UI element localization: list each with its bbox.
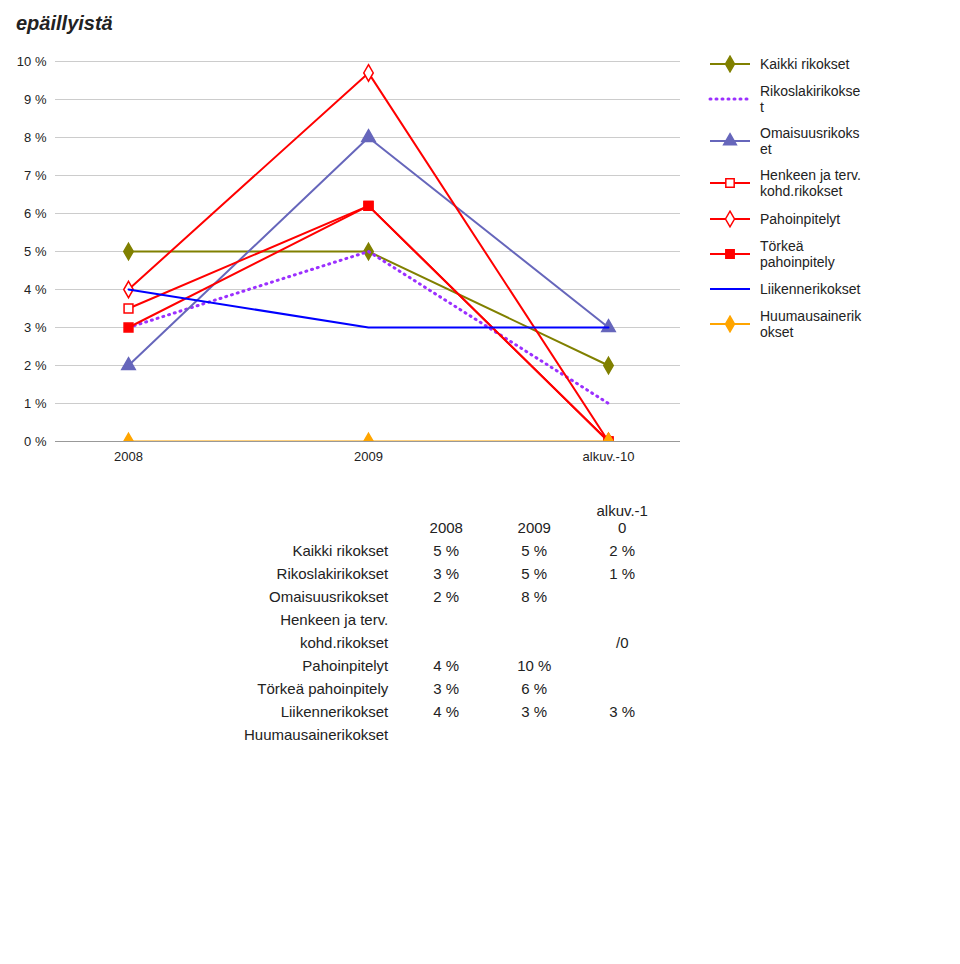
svg-text:8 %: 8 %	[24, 130, 47, 145]
html-text:3 %: 3 %	[609, 703, 636, 720]
svg-text:2 %: 2 %	[24, 358, 47, 373]
html-text:Törkeä pahoinpitely: Törkeä pahoinpitely	[760, 237, 835, 270]
svg-text:9 %: 9 %	[24, 92, 47, 107]
svg-text:0 %: 0 %	[24, 434, 47, 449]
html-text:Rikoslakirikokse t: Rikoslakirikokse t	[760, 83, 861, 116]
html-text:3 %: 3 %	[521, 703, 548, 720]
svg-text:1 %: 1 %	[24, 396, 47, 411]
html-text:Huumausainerikokset: Huumausainerikokset	[244, 726, 389, 743]
html-text:Pahoinpitelyt: Pahoinpitelyt	[760, 210, 841, 227]
html-text:2 %: 2 %	[609, 542, 636, 559]
html-text:Huumausainerik okset: Huumausainerik okset	[760, 307, 862, 340]
html-text:2 %: 2 %	[433, 588, 460, 605]
html-text:Liikennerikokset: Liikennerikokset	[280, 703, 389, 720]
svg-text:7 %: 7 %	[24, 168, 47, 183]
html-text:3 %: 3 %	[433, 680, 460, 697]
html-text:Kaikki rikokset: Kaikki rikokset	[760, 56, 850, 72]
html-text:1 %: 1 %	[609, 565, 636, 582]
html-text:6 %: 6 %	[521, 680, 548, 697]
html-text:Pahoinpitelyt: Pahoinpitelyt	[302, 657, 389, 674]
html-text:Törkeä pahoinpitely: Törkeä pahoinpitely	[257, 680, 389, 697]
svg-text:5 %: 5 %	[24, 244, 47, 259]
html-text:5 %: 5 %	[433, 542, 460, 559]
html-text:kohd.rikokset: kohd.rikokset	[299, 634, 389, 651]
html-text:5 %: 5 %	[521, 542, 548, 559]
html-text:alkuv.-1 0: alkuv.-1 0	[596, 502, 648, 536]
html-text:5 %: 5 %	[521, 565, 548, 582]
svg-text:3 %: 3 %	[24, 320, 47, 335]
html-text:4 %: 4 %	[433, 703, 460, 720]
html-text:Kaikki rikokset: Kaikki rikokset	[292, 542, 389, 559]
html-text:10 %: 10 %	[517, 657, 552, 674]
svg-text:4 %: 4 %	[24, 282, 47, 297]
html-text:Liikennerikokset: Liikennerikokset	[760, 280, 861, 297]
html-text:Omaisuusrikokset: Omaisuusrikokset	[269, 588, 389, 605]
html-text:Henkeen ja terv. kohd.rikokset: Henkeen ja terv. kohd.rikokset	[760, 167, 861, 200]
html-text:8 %: 8 %	[521, 588, 548, 605]
html-text:Henkeen ja terv.: Henkeen ja terv.	[280, 611, 389, 628]
svg-text:alkuv.-10: alkuv.-10	[583, 449, 635, 464]
svg-text:10 %: 10 %	[17, 54, 47, 69]
html-text:Rikoslakirikokset: Rikoslakirikokset	[276, 565, 389, 582]
html-text:2008: 2008	[429, 519, 463, 536]
svg-text:2009: 2009	[354, 449, 383, 464]
html-text:Omaisuusrikoks et: Omaisuusrikoks et	[760, 125, 860, 158]
html-text:/0: /0	[616, 634, 629, 651]
html-text:4 %: 4 %	[433, 657, 460, 674]
html-text:3 %: 3 %	[433, 565, 460, 582]
html-text:epäillyistä: epäillyistä	[16, 12, 113, 34]
svg-text:2008: 2008	[114, 449, 143, 464]
svg-text:6 %: 6 %	[24, 206, 47, 221]
html-text:2009: 2009	[517, 519, 551, 536]
